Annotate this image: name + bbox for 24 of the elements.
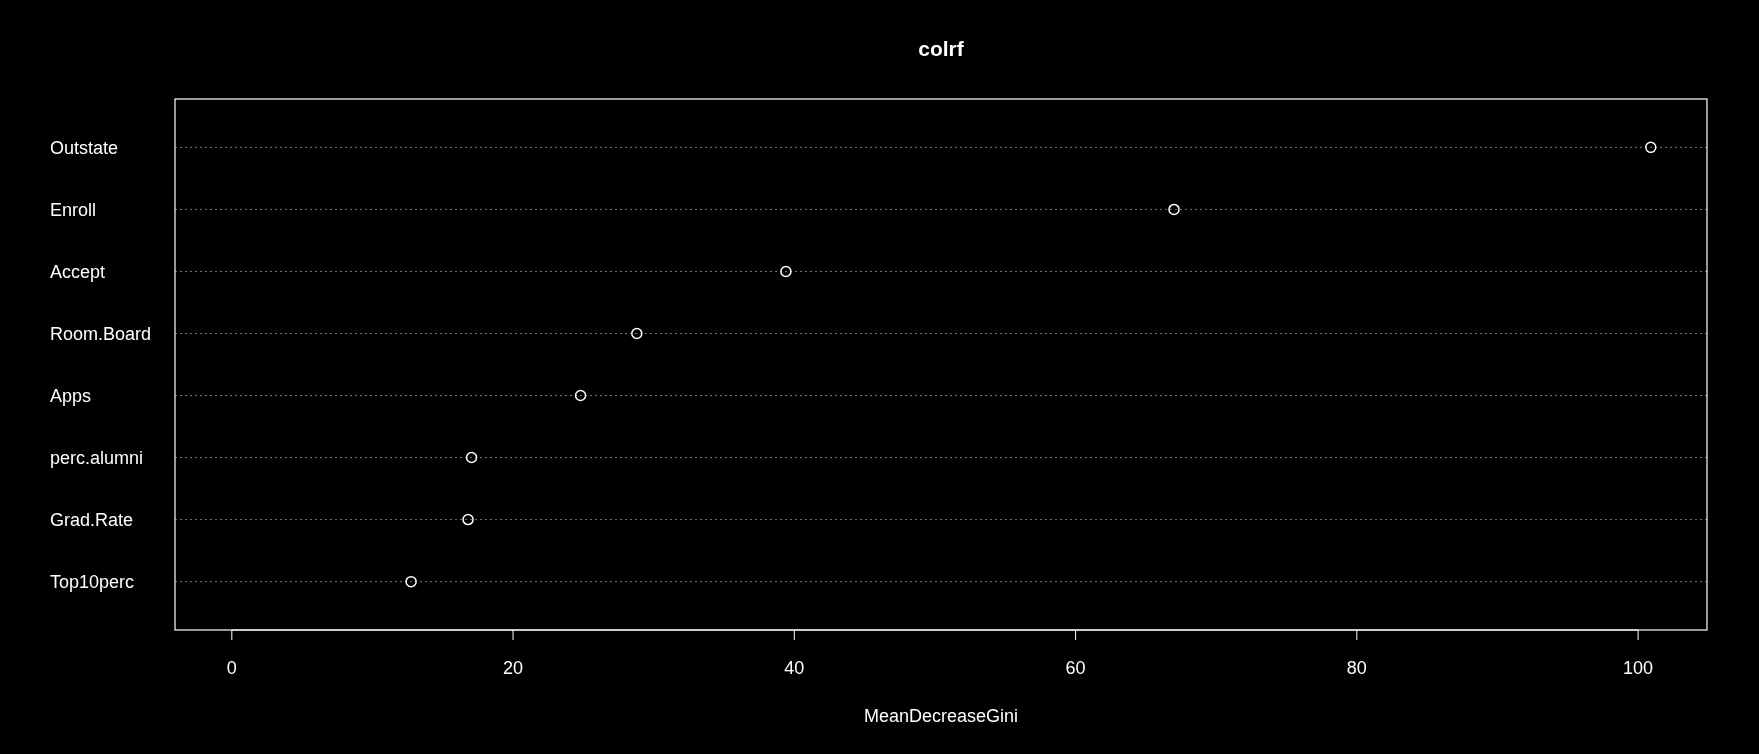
point xyxy=(405,575,417,588)
x-tick-label: 100 xyxy=(1623,658,1654,678)
y-tick-label: Grad.Rate xyxy=(50,509,134,530)
x-tick-label: 80 xyxy=(1346,658,1367,678)
y-tick-label: Room.Board xyxy=(50,323,152,344)
y-tick-label: Top10perc xyxy=(50,571,135,592)
y-tick-label: Accept xyxy=(50,261,106,282)
x-tick-label: 60 xyxy=(1065,658,1086,678)
y-tick-label: Apps xyxy=(50,385,92,406)
y-tick-label: Enroll xyxy=(50,199,97,220)
x-tick-label: 40 xyxy=(784,658,805,678)
x-tick-label: 0 xyxy=(226,658,237,678)
point xyxy=(780,265,792,278)
point xyxy=(1168,203,1180,216)
chart-title: colrf xyxy=(918,37,965,60)
y-tick-label: Outstate xyxy=(50,137,119,158)
y-tick-label: perc.alumni xyxy=(50,447,144,468)
point xyxy=(1645,141,1657,154)
x-axis-title: MeanDecreaseGini xyxy=(863,706,1019,726)
point xyxy=(631,327,643,340)
point xyxy=(574,389,587,402)
point xyxy=(462,513,474,526)
x-tick-label: 20 xyxy=(503,658,524,678)
point xyxy=(465,451,478,464)
